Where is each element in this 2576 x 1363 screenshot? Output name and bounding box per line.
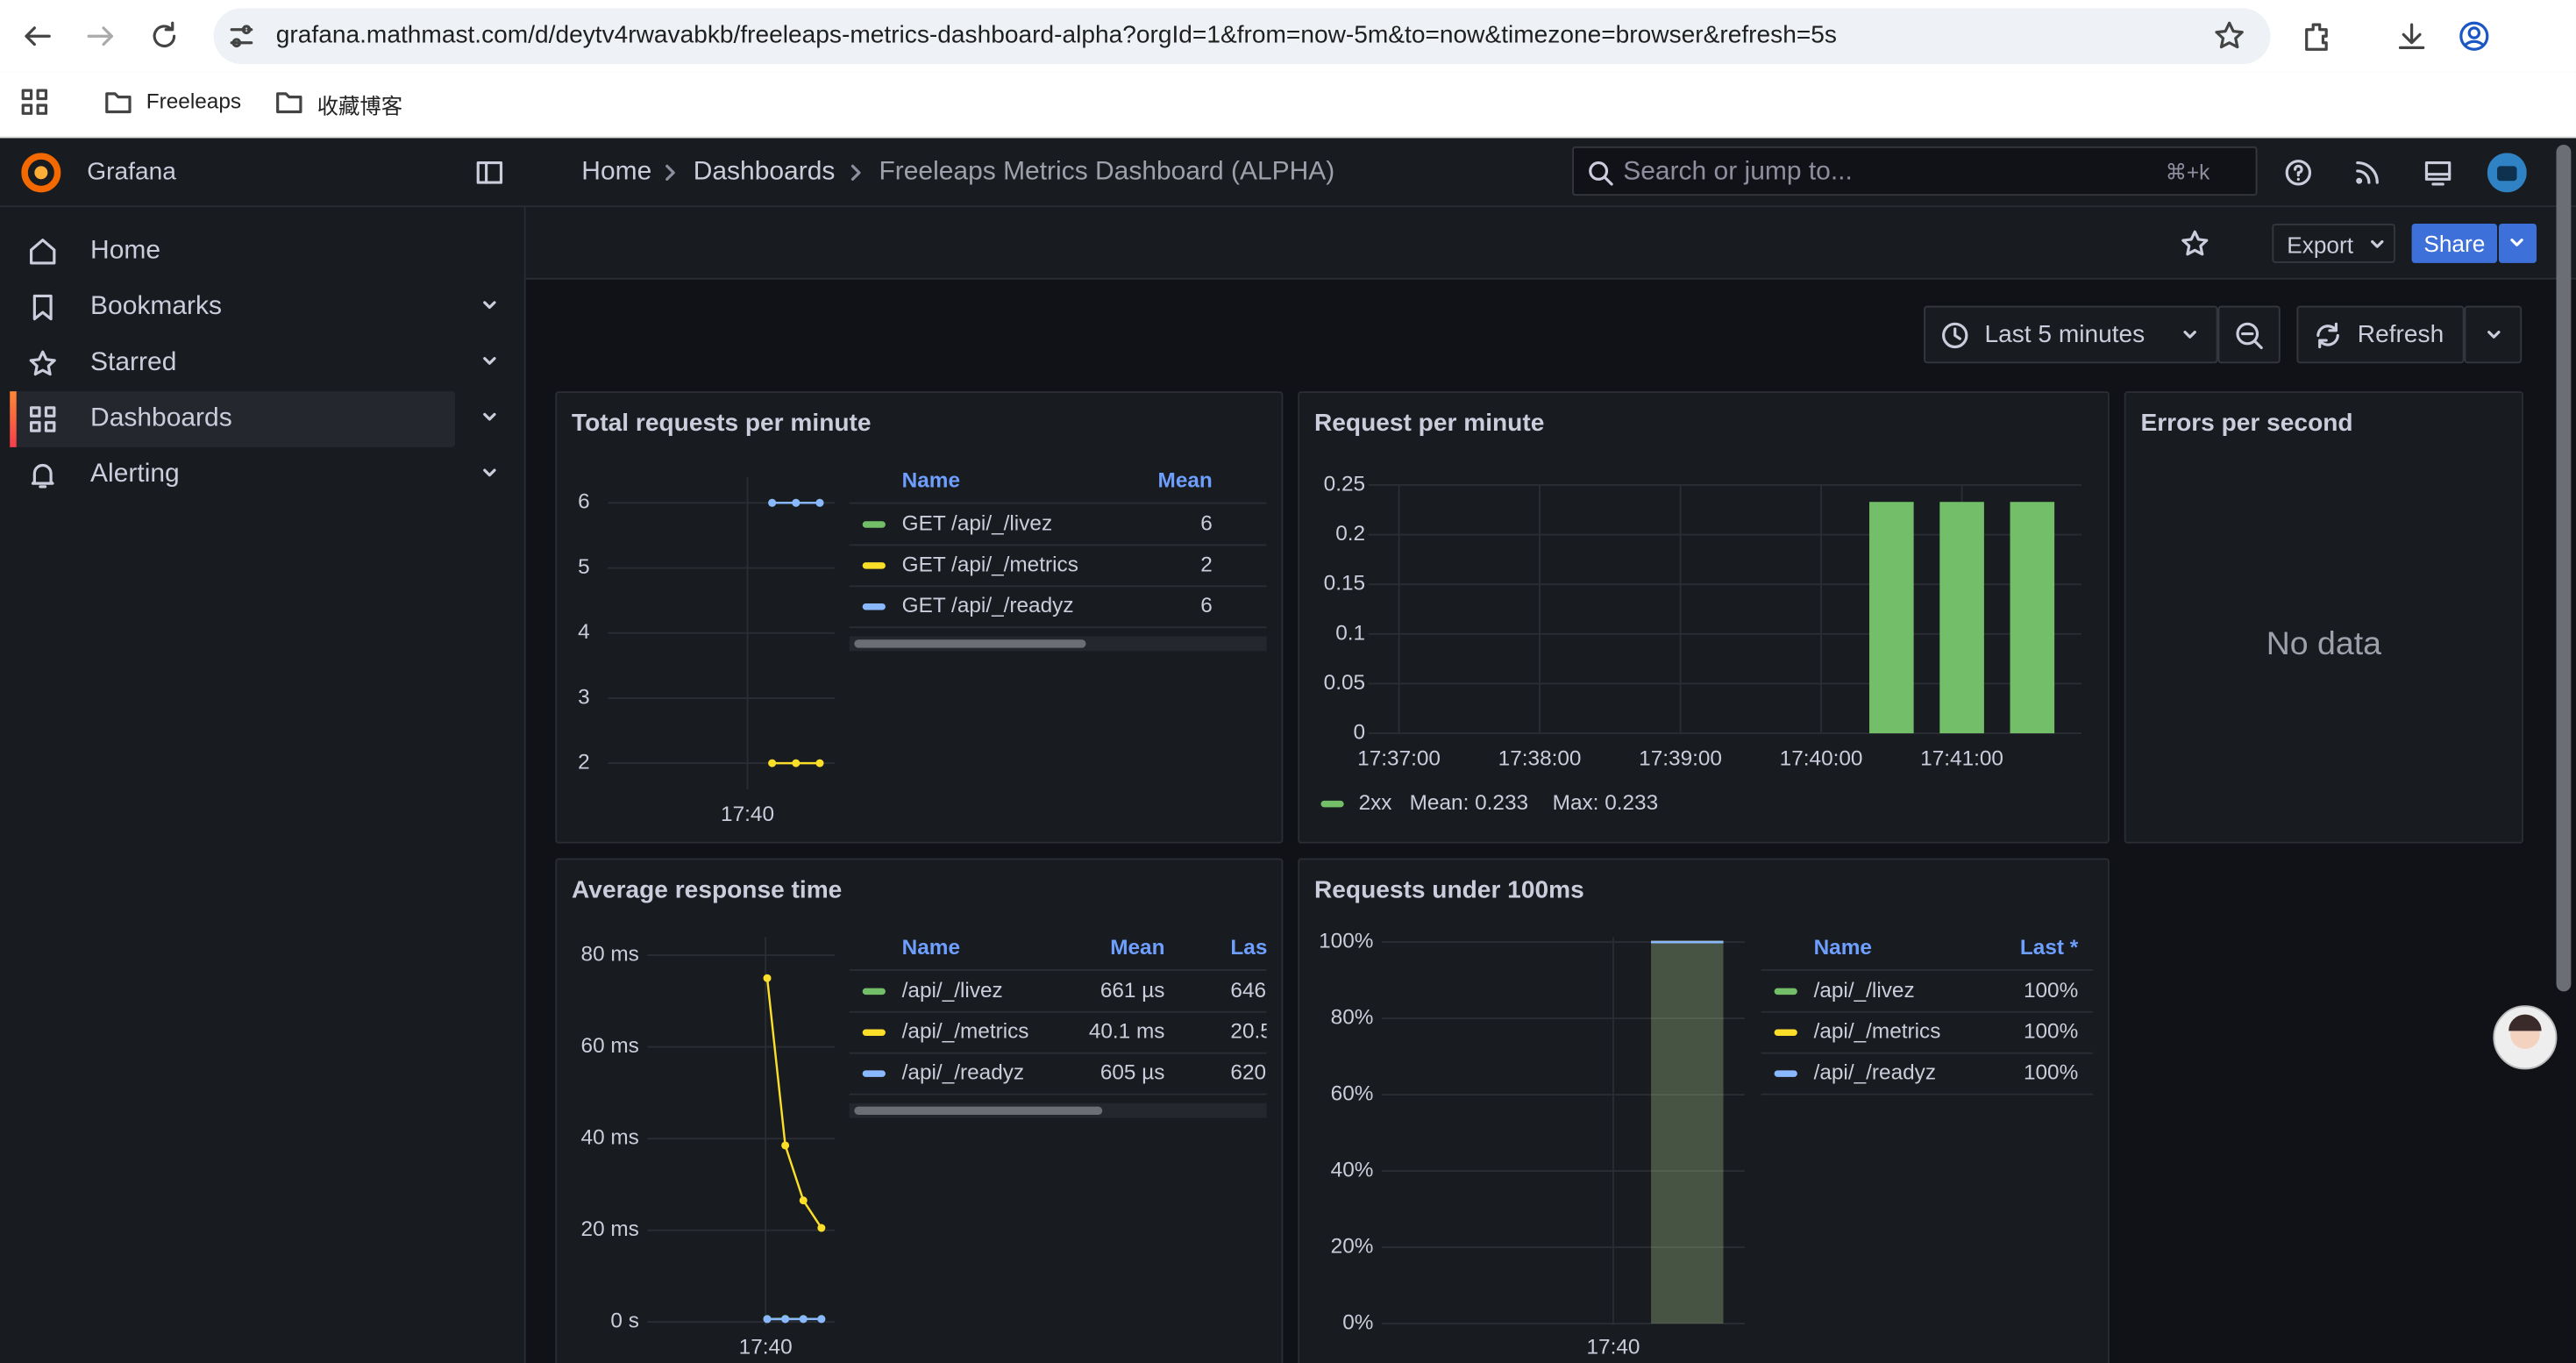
user-avatar[interactable] [2487, 153, 2527, 193]
breadcrumb-current: Freeleaps Metrics Dashboard (ALPHA) [879, 157, 1335, 186]
nav-icon [30, 406, 56, 432]
nav-item[interactable]: Home [90, 236, 161, 265]
button-label: Share [2423, 230, 2486, 257]
active-nav-highlight [10, 391, 456, 447]
page-scrollbar[interactable] [2556, 144, 2572, 992]
bookmark[interactable]: Freeleaps [146, 89, 242, 114]
breadcrumb[interactable]: Home [581, 157, 652, 186]
breadcrumb-separator [665, 164, 675, 181]
refresh-interval-button[interactable] [2464, 305, 2523, 364]
dock-menu-button[interactable] [475, 158, 505, 188]
panel-title[interactable]: Errors per second [2140, 409, 2353, 438]
nav-icon [29, 350, 56, 376]
nav-item[interactable]: Alerting [90, 460, 180, 489]
downloads-button[interactable] [2395, 19, 2428, 52]
refresh-icon [2316, 322, 2339, 349]
zoom-icon [2236, 322, 2263, 350]
panel-title[interactable]: Requests under 100ms [1313, 876, 1584, 905]
kiosk-button[interactable] [2423, 158, 2453, 188]
panel-title[interactable]: Average response time [572, 876, 843, 905]
assistant-avatar[interactable] [2492, 1004, 2558, 1070]
apps-icon[interactable] [19, 87, 49, 117]
sidebar: Home Bookmarks Starred Dashboards Alerti… [0, 207, 526, 1363]
nav-item[interactable]: Starred [90, 348, 177, 377]
export-button[interactable]: Export [2272, 223, 2395, 263]
button-label: Refresh [2357, 320, 2444, 349]
chevron [2510, 239, 2523, 246]
chevron [2371, 239, 2384, 248]
bookmark[interactable]: 收藏博客 [317, 93, 403, 118]
panel: Requests under 100ms [1298, 858, 2110, 1363]
breadcrumb-separator [850, 164, 861, 181]
panel-title[interactable]: Request per minute [1313, 409, 1545, 438]
share-menu-button[interactable] [2498, 223, 2537, 263]
favorite-button[interactable] [2180, 229, 2210, 259]
back-button[interactable] [21, 19, 53, 52]
news-button[interactable] [2352, 158, 2382, 188]
active-nav-marker [10, 391, 17, 447]
panel: Request per minute [1298, 391, 2110, 844]
clock-icon [1942, 322, 1968, 349]
search-box[interactable]: Search or jump to... ⌘+k [1572, 146, 2258, 196]
time-range: Last 5 minutes [1984, 320, 2145, 349]
address-bar[interactable]: grafana.mathmast.com/d/deytv4rwavabkb/fr… [213, 8, 2271, 65]
menu-button[interactable] [2522, 19, 2554, 52]
expand-chevron[interactable] [480, 352, 499, 371]
bookmarks-bar: Freeleaps 收藏博客 [0, 72, 2576, 139]
forward-button[interactable] [84, 19, 117, 52]
nav-item[interactable]: Dashboards [90, 404, 232, 433]
expand-chevron[interactable] [480, 464, 499, 483]
site-info-icon[interactable] [225, 19, 258, 52]
grafana-header: Grafana Home Dashboards Freeleaps Metric… [0, 138, 2576, 208]
nav-icon [30, 239, 56, 265]
expand-chevron[interactable] [480, 408, 499, 427]
url[interactable]: grafana.mathmast.com/d/deytv4rwavabkb/fr… [275, 21, 1837, 50]
expand-chevron[interactable] [480, 296, 499, 315]
extensions-button[interactable] [2302, 19, 2334, 52]
nav-item[interactable]: Bookmarks [90, 292, 223, 321]
shortcut-hint: ⌘+k [2165, 159, 2210, 184]
browser-toolbar: grafana.mathmast.com/d/deytv4rwavabkb/fr… [0, 0, 2576, 73]
chevron [2487, 331, 2501, 339]
refresh-button[interactable]: Refresh [2296, 305, 2465, 364]
zoom-out-button[interactable] [2217, 305, 2281, 364]
share-button[interactable]: Share [2411, 223, 2498, 263]
button-label: Export [2287, 232, 2354, 259]
time-range-picker[interactable]: Last 5 minutes [1924, 305, 2218, 364]
reload-button[interactable] [148, 19, 181, 52]
grafana-logo[interactable] [19, 151, 62, 194]
app-name[interactable]: Grafana [87, 157, 176, 186]
nav-icon [31, 463, 54, 489]
chevron [2183, 331, 2196, 339]
panel: Average response time [555, 858, 1284, 1363]
profile-button[interactable] [2458, 19, 2490, 52]
breadcrumb[interactable]: Dashboards [693, 157, 836, 186]
folder-icon [276, 92, 302, 114]
bookmark-star[interactable] [2213, 19, 2245, 52]
help-button[interactable] [2283, 158, 2313, 188]
panel: Total requests per minute [555, 391, 1284, 844]
search-placeholder: Search or jump to... [1623, 157, 1853, 186]
search-icon [1589, 161, 1613, 186]
no-data-message: No data [2266, 626, 2382, 663]
panel-title[interactable]: Total requests per minute [572, 409, 872, 438]
folder-icon [105, 92, 132, 114]
panel: Errors per second No data [2124, 391, 2524, 844]
dashboard-toolbar: Export Share [525, 207, 2576, 280]
nav-icon [32, 294, 53, 321]
